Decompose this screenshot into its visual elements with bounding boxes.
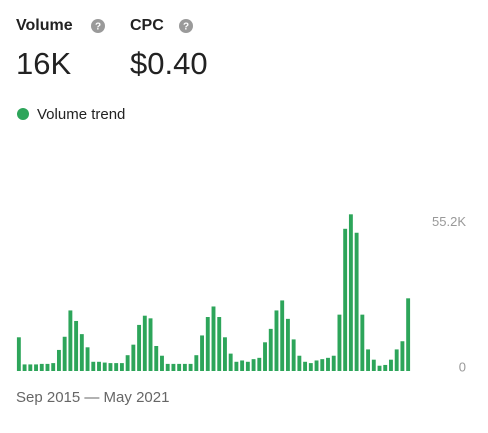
- y-tick-label: 0: [459, 359, 466, 374]
- bar: [177, 363, 182, 371]
- y-tick-label: 55.2K: [432, 214, 466, 229]
- svg-text:?: ?: [95, 22, 101, 33]
- bar: [326, 357, 330, 371]
- bar: [211, 306, 216, 371]
- svg-text:?: ?: [183, 22, 189, 33]
- x-range-label: Sep 2015 — May 2021: [16, 389, 169, 406]
- bar: [68, 310, 73, 371]
- bar: [360, 314, 365, 371]
- bar: [343, 228, 348, 371]
- bar: [308, 363, 313, 371]
- bar: [154, 345, 159, 371]
- help-icon[interactable]: ?: [179, 19, 193, 33]
- bar: [148, 318, 153, 371]
- bar: [205, 317, 210, 371]
- bar: [240, 360, 245, 371]
- bar: [280, 300, 285, 371]
- bar: [119, 363, 124, 371]
- bar: [223, 337, 227, 371]
- bar: [56, 349, 61, 371]
- bar: [34, 364, 38, 371]
- bar: [171, 363, 176, 371]
- bar: [85, 347, 90, 371]
- bar: [45, 363, 50, 371]
- bar: [51, 363, 56, 371]
- bar: [165, 363, 170, 371]
- bar: [245, 361, 250, 371]
- metric-value: 16K: [16, 46, 71, 81]
- bar: [320, 359, 325, 371]
- bar: [263, 342, 267, 371]
- bar: [16, 337, 21, 371]
- bar: [74, 320, 79, 371]
- bar: [371, 359, 376, 371]
- metric-label: Volume: [16, 17, 73, 34]
- legend-label: Volume trend: [37, 106, 125, 123]
- bar: [297, 355, 302, 371]
- metric-label: CPC: [130, 17, 164, 34]
- bar: [314, 360, 319, 371]
- bar: [188, 363, 193, 371]
- bar: [228, 353, 233, 371]
- bar: [303, 361, 308, 371]
- bar: [114, 363, 119, 371]
- bar: [79, 334, 84, 371]
- bar: [108, 363, 113, 371]
- bar: [160, 355, 164, 371]
- bar: [366, 349, 371, 371]
- bar: [39, 363, 44, 371]
- metric-value: $0.40: [130, 46, 208, 81]
- bar: [200, 335, 204, 371]
- bar: [331, 355, 336, 371]
- bar: [251, 359, 256, 371]
- bar: [234, 361, 239, 371]
- bar: [125, 355, 130, 371]
- bar: [182, 363, 187, 371]
- bar: [97, 361, 101, 371]
- help-icon[interactable]: ?: [91, 19, 105, 33]
- legend-marker: [17, 108, 29, 120]
- bar: [285, 318, 290, 371]
- bar: [28, 364, 33, 371]
- bar: [131, 344, 136, 371]
- bar: [406, 298, 411, 371]
- bar: [354, 232, 359, 371]
- bar: [22, 364, 27, 371]
- bar: [383, 364, 388, 371]
- bar: [62, 336, 67, 371]
- bar: [377, 365, 382, 371]
- bar: [91, 361, 96, 371]
- bar: [389, 359, 393, 371]
- bar: [400, 341, 405, 371]
- bar: [102, 362, 107, 371]
- bar: [194, 355, 199, 371]
- bar: [291, 339, 296, 371]
- bar: [142, 315, 147, 371]
- bar: [337, 314, 342, 371]
- bar: [348, 214, 353, 371]
- bar: [217, 317, 222, 371]
- bar: [257, 357, 262, 371]
- bar: [268, 328, 273, 371]
- bar: [274, 310, 279, 371]
- bar: [137, 324, 142, 371]
- bar: [394, 349, 399, 371]
